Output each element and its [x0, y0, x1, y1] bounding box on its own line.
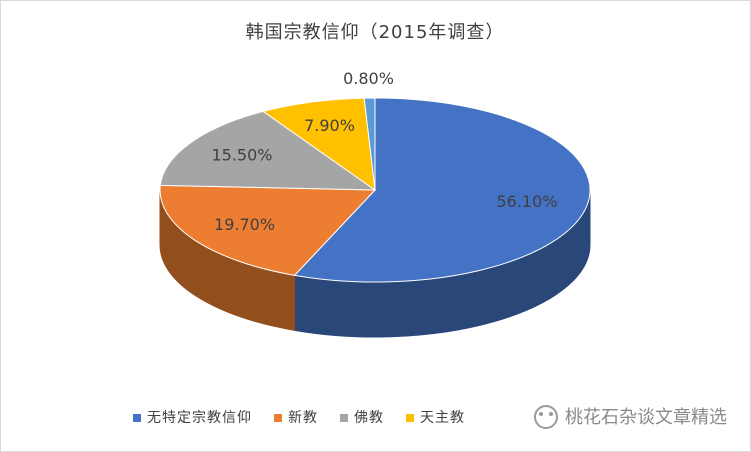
- data-label: 19.70%: [214, 215, 275, 234]
- legend-marker: [274, 414, 282, 422]
- watermark-icon: [534, 405, 558, 429]
- legend-label: 新教: [288, 410, 318, 426]
- watermark: 桃花石杂谈文章精选: [534, 405, 727, 429]
- legend-label: 无特定宗教信仰: [147, 410, 252, 426]
- data-label: 56.10%: [496, 192, 557, 211]
- data-label: 7.90%: [304, 116, 355, 135]
- legend-label: 天主教: [420, 410, 465, 426]
- slice: [363, 97, 376, 191]
- watermark-icon-dot: [539, 412, 543, 416]
- legend-marker: [340, 414, 348, 422]
- legend-label: 佛教: [354, 410, 384, 426]
- watermark-text: 桃花石杂谈文章精选: [565, 407, 727, 428]
- legend: 无特定宗教信仰 新教 佛教 天主教: [133, 410, 465, 426]
- legend-marker: [406, 414, 414, 422]
- pie: 56.10% 19.70% 15.50% 7.90% 0.80%: [159, 69, 591, 338]
- slice: [262, 97, 376, 192]
- chart-title: 韩国宗教信仰（2015年调查）: [246, 22, 505, 43]
- slice: [159, 110, 377, 191]
- slice: [293, 97, 591, 283]
- data-label: 15.50%: [211, 146, 272, 165]
- legend-marker: [133, 414, 141, 422]
- slice: [159, 184, 377, 276]
- data-label: 0.80%: [343, 69, 394, 88]
- watermark-icon-dot: [549, 412, 553, 416]
